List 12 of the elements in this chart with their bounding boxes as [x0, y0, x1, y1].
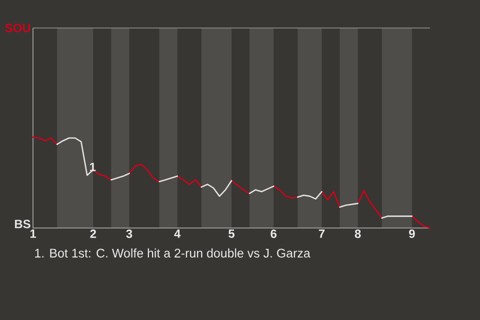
x-tick-label: 7	[318, 230, 325, 238]
x-tick-label: 1	[30, 230, 36, 238]
x-tick-label: 4	[174, 230, 181, 238]
text: BS	[14, 220, 30, 228]
text: 1. Bot 1st: C. Wolfe hit a 2-run double vs J. Garza	[35, 248, 310, 258]
text: SOU	[5, 24, 30, 32]
x-tick-label: 2	[90, 230, 96, 238]
x-tick-label: 9	[409, 230, 415, 238]
x-tick-label: 8	[354, 230, 361, 238]
x-tick-label: 3	[126, 230, 132, 238]
x-tick-label: 6	[270, 230, 276, 238]
x-tick-label: 5	[228, 230, 234, 238]
